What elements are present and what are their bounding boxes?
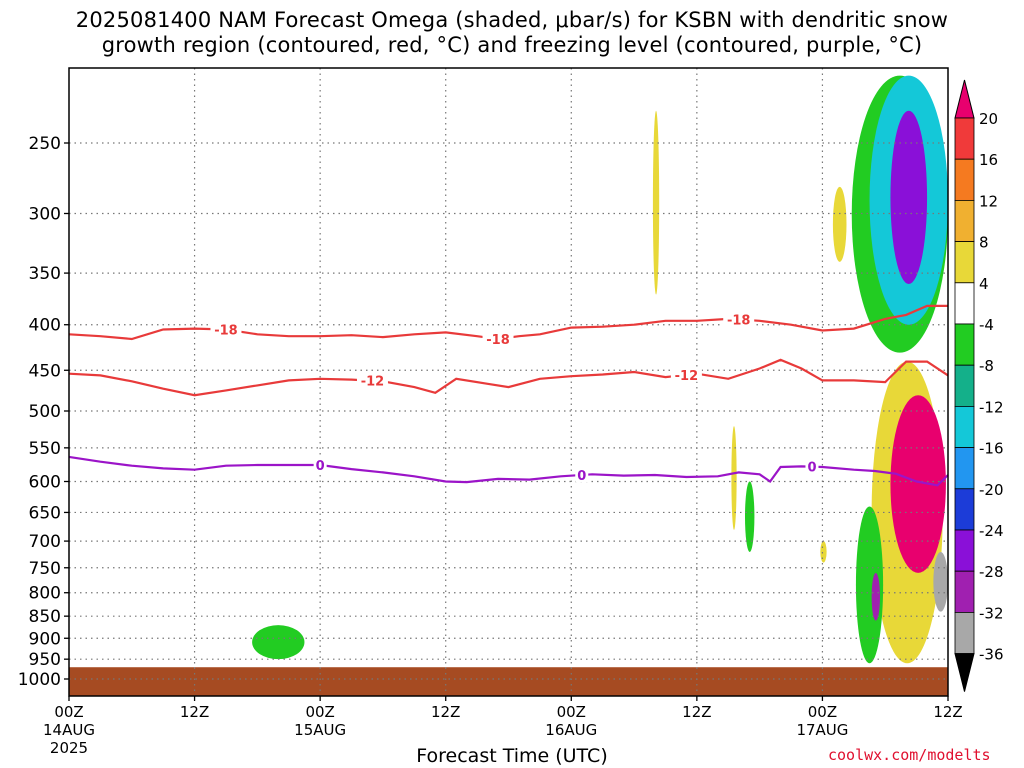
contour-label-bg: [723, 311, 755, 327]
colorbar-swatch: [954, 405, 975, 448]
y-tick-label: 1000: [18, 670, 61, 690]
plot-area: [69, 68, 948, 696]
omega-shaded-region: [252, 625, 305, 660]
colorbar-top-arrow: [954, 79, 975, 119]
colorbar-label: -20: [979, 481, 1004, 499]
x-tick-label: 00Z: [54, 703, 83, 721]
colorbar-swatch: [954, 323, 975, 366]
y-tick-label: 650: [29, 503, 61, 523]
x-tick-label: 16AUG: [545, 721, 597, 739]
colorbar-label: -24: [979, 522, 1004, 540]
contour-line: [68, 358, 949, 397]
y-tick-label: 600: [29, 472, 61, 492]
y-tick-label: 750: [29, 559, 61, 579]
colorbar-label: -32: [979, 604, 1004, 622]
colorbar-swatch: [954, 364, 975, 407]
contour-label-bg: [670, 366, 702, 382]
y-tick-label: 450: [29, 361, 61, 381]
y-tick-label: 550: [29, 439, 61, 459]
terrain-fill: [69, 667, 948, 696]
contour-label: 0: [807, 461, 816, 476]
contour-label: -18: [486, 333, 510, 348]
omega-shaded-region: [855, 506, 884, 664]
y-tick-label: 300: [29, 204, 61, 224]
contour-label: 0: [577, 469, 586, 484]
contour-label-bg: [482, 330, 514, 346]
chart-title-line2: growth region (contoured, red, °C) and f…: [101, 33, 923, 57]
colorbar-label: 8: [979, 234, 989, 252]
omega-shaded-region: [890, 395, 946, 573]
contour-label-bg: [313, 457, 327, 473]
x-tick-label: 17AUG: [796, 721, 848, 739]
colorbar-label: -8: [979, 357, 994, 375]
x-tick-label: 12Z: [933, 703, 962, 721]
colorbar-label: -36: [979, 646, 1004, 664]
colorbar-label: -4: [979, 316, 994, 334]
colorbar-swatch: [954, 447, 975, 490]
chart-title: 2025081400 NAM Forecast Omega (shaded, μ…: [0, 8, 1024, 58]
contour-label: -12: [361, 375, 385, 390]
x-tick-label: 2025: [50, 739, 88, 757]
colorbar-swatch: [954, 117, 975, 160]
colorbar-label: -12: [979, 398, 1004, 416]
contour-label-bg: [575, 466, 589, 482]
contour-label: -18: [214, 324, 238, 339]
omega-shaded-region: [744, 481, 755, 552]
y-tick-label: 900: [29, 629, 61, 649]
colorbar-swatch: [954, 158, 975, 201]
colorbar-label: 16: [979, 151, 998, 169]
colorbar-swatch: [954, 282, 975, 325]
colorbar-swatch: [954, 612, 975, 655]
omega-shaded-region: [652, 110, 660, 295]
contour-label-bg: [805, 458, 819, 474]
colorbar-label: 4: [979, 275, 989, 293]
colorbar-swatch: [954, 199, 975, 242]
x-tick-label: 12Z: [682, 703, 711, 721]
omega-shaded-region: [933, 551, 948, 612]
y-tick-label: 700: [29, 532, 61, 552]
y-tick-label: 500: [29, 402, 61, 422]
y-tick-label: 950: [29, 650, 61, 670]
x-tick-label: 15AUG: [294, 721, 346, 739]
colorbar-swatch: [954, 241, 975, 284]
omega-shaded-region: [832, 186, 847, 262]
colorbar-label: -28: [979, 563, 1004, 581]
omega-shaded-region: [731, 426, 737, 530]
contour-label: -12: [675, 369, 699, 384]
chart-title-line1: 2025081400 NAM Forecast Omega (shaded, μ…: [75, 8, 949, 32]
contour-label-bg: [356, 372, 388, 388]
colorbar-swatch: [954, 570, 975, 613]
colorbar-label: -16: [979, 440, 1004, 458]
colorbar-label: 20: [979, 110, 998, 128]
x-axis-label: Forecast Time (UTC): [416, 745, 608, 767]
plot-frame: [68, 67, 949, 697]
y-tick-label: 800: [29, 584, 61, 604]
contour-label: -18: [727, 314, 751, 329]
credit-label: coolwx.com/modelts: [828, 746, 991, 764]
x-tick-label: 14AUG: [43, 721, 95, 739]
x-tick-label: 12Z: [431, 703, 460, 721]
contour-label-bg: [210, 321, 242, 337]
omega-shaded-region: [890, 110, 928, 284]
omega-shaded-region: [871, 572, 880, 621]
y-tick-label: 350: [29, 264, 61, 284]
colorbar-bottom-arrow: [954, 653, 975, 692]
colorbar-label: 12: [979, 192, 998, 210]
x-tick-label: 00Z: [305, 703, 334, 721]
y-tick-label: 400: [29, 316, 61, 336]
x-tick-label: 12Z: [180, 703, 209, 721]
y-tick-label: 250: [29, 134, 61, 154]
x-tick-label: 00Z: [808, 703, 837, 721]
omega-shaded-region: [820, 541, 827, 563]
colorbar-swatch: [954, 488, 975, 531]
contour-label: 0: [316, 459, 325, 474]
x-tick-label: 00Z: [557, 703, 586, 721]
y-tick-label: 850: [29, 607, 61, 627]
colorbar-swatch: [954, 529, 975, 572]
